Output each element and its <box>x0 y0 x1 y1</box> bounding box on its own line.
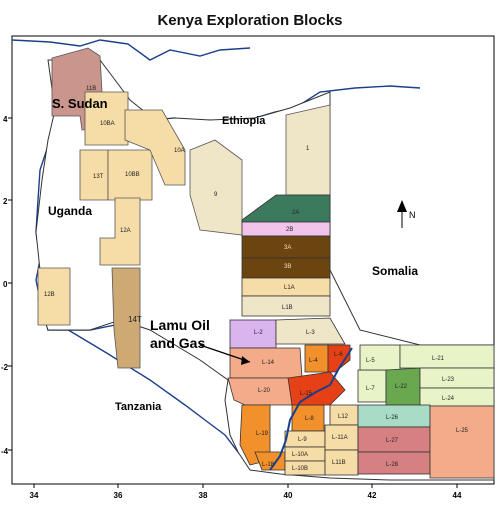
label-L9: L-9 <box>298 437 307 443</box>
block-L24 <box>419 387 495 407</box>
label-L25: L-25 <box>456 428 469 434</box>
label-L4: L-4 <box>309 358 318 364</box>
block-14T <box>111 267 141 369</box>
label-L1B: L1B <box>282 305 293 311</box>
country-label-ethiopia: Ethiopia <box>222 115 266 127</box>
label-L7: L-7 <box>366 386 375 392</box>
block-L5 <box>359 344 401 371</box>
callout-arrow-head <box>241 356 250 365</box>
label-L26: L-26 <box>386 415 399 421</box>
country-label-sudan: S. Sudan <box>52 96 108 111</box>
block-L15 <box>287 371 346 406</box>
label-L10A: L-10A <box>292 452 308 458</box>
block-L2 <box>229 319 277 349</box>
block-10BB <box>107 149 153 201</box>
label-L28: L-28 <box>386 462 399 468</box>
block-12B <box>37 267 71 326</box>
label-L11B: L11B <box>332 460 346 466</box>
block-labels: 11B 10BA 13T 10BB 12A 12B 14T 10A 9 1 2A… <box>44 86 469 472</box>
map-title: Kenya Exploration Blocks <box>157 12 343 29</box>
block-10A <box>124 109 186 186</box>
label-14T: 14T <box>128 315 142 324</box>
block-10BA <box>84 91 129 146</box>
x-tick-34: 34 <box>30 491 39 500</box>
label-10A: 10A <box>174 148 185 154</box>
block-L21 <box>399 344 495 369</box>
label-2B: 2B <box>286 227 293 233</box>
sudan-border <box>11 39 251 61</box>
label-L6: L-6 <box>334 352 343 358</box>
north-arrow-label: N <box>409 210 416 220</box>
block-L3 <box>275 317 346 345</box>
block-L23 <box>419 367 495 389</box>
block-L11A <box>324 424 359 451</box>
label-L15: L-15 <box>300 391 313 397</box>
label-L24: L-24 <box>442 396 455 402</box>
x-tick-42: 42 <box>368 491 377 500</box>
label-11B: 11B <box>86 86 96 92</box>
label-L22: L-22 <box>395 384 408 390</box>
label-L20: L-20 <box>258 388 271 394</box>
north-arrow-icon <box>397 200 407 228</box>
label-L5: L-5 <box>366 358 375 364</box>
blocks-central <box>229 194 346 349</box>
label-L3: L-3 <box>306 330 315 336</box>
axis-x: 34 36 38 40 42 44 <box>30 484 462 500</box>
blocks-south <box>227 344 495 479</box>
label-L21: L-21 <box>432 356 445 362</box>
label-12B: 12B <box>44 292 55 298</box>
y-tick-4: 4 <box>3 115 8 124</box>
label-L27: L-27 <box>386 438 399 444</box>
label-2A: 2A <box>292 210 299 216</box>
y-tick-neg2: -2 <box>1 363 9 372</box>
label-L2: L-2 <box>254 330 263 336</box>
tanzania-border <box>59 324 251 467</box>
country-label-tanzania: Tanzania <box>115 401 162 413</box>
block-L6 <box>327 344 351 373</box>
label-L19: L-19 <box>256 431 269 437</box>
block-L1B <box>241 295 331 317</box>
river <box>269 347 353 471</box>
blocks-west <box>37 47 331 369</box>
country-label-somalia: Somalia <box>372 264 418 278</box>
label-L14: L-14 <box>262 360 275 366</box>
label-3B: 3B <box>284 264 291 270</box>
x-tick-44: 44 <box>453 491 462 500</box>
y-tick-2: 2 <box>3 197 8 206</box>
label-L1A: L1A <box>284 285 295 291</box>
label-1: 1 <box>306 146 310 152</box>
label-10BB: 10BB <box>125 172 140 178</box>
callout-line2: and Gas <box>150 335 205 351</box>
block-9 <box>189 139 243 236</box>
label-L12: L12 <box>338 414 349 420</box>
block-12A <box>99 197 141 266</box>
label-10BA: 10BA <box>100 121 115 127</box>
y-tick-neg4: -4 <box>1 447 9 456</box>
axis-y: 4 2 0 -2 -4 <box>1 115 12 456</box>
label-12A: 12A <box>120 228 131 234</box>
block-L27 <box>357 426 431 453</box>
label-L23: L-23 <box>442 377 455 383</box>
label-3A: 3A <box>284 245 291 251</box>
label-9: 9 <box>214 192 218 198</box>
label-L11A: L-11A <box>332 435 348 441</box>
block-L7 <box>357 369 387 403</box>
label-13T: 13T <box>93 174 104 180</box>
label-L10B: L-10B <box>292 466 308 472</box>
x-tick-36: 36 <box>114 491 123 500</box>
country-label-uganda: Uganda <box>48 204 92 218</box>
x-tick-38: 38 <box>199 491 208 500</box>
map-frame <box>11 35 495 485</box>
block-L25 <box>429 405 495 479</box>
x-tick-40: 40 <box>284 491 293 500</box>
label-L8: L-8 <box>305 416 314 422</box>
callout-line1: Lamu Oil <box>150 317 210 333</box>
y-tick-0: 0 <box>3 280 8 289</box>
label-L18: L-18 <box>262 462 275 468</box>
